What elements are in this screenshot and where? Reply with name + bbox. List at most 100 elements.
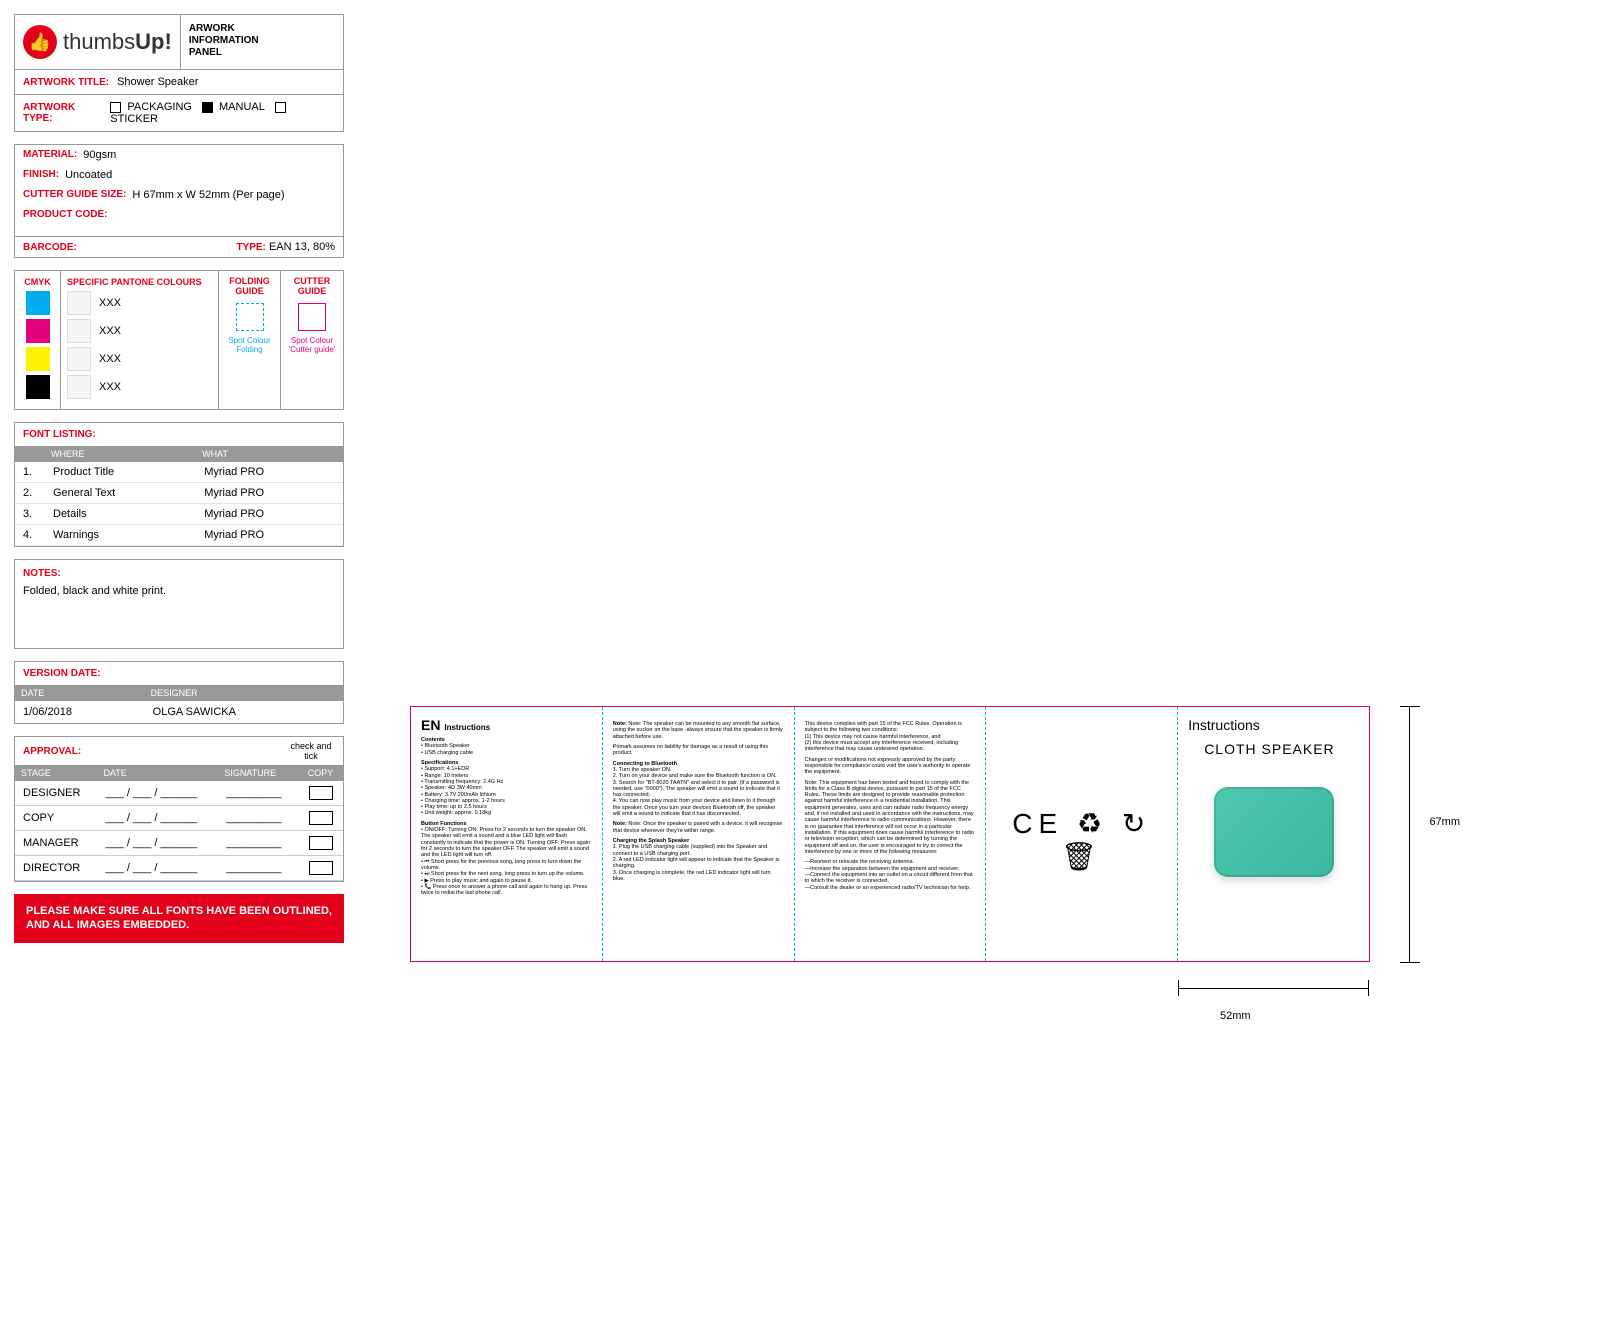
- cutter-guide-label: CUTTER GUIDE: [285, 277, 339, 297]
- table-row: 4.WarningsMyriad PRO: [15, 525, 343, 546]
- artwork-title: Shower Speaker: [117, 76, 198, 88]
- pantone-row: XXX: [67, 347, 212, 371]
- barcode-label: BARCODE:: [23, 242, 77, 253]
- finish-value: Uncoated: [65, 169, 112, 181]
- artwork-type-option[interactable]: MANUAL: [202, 101, 265, 113]
- material-panel: MATERIAL:90gsm FINISH:Uncoated CUTTER GU…: [14, 144, 344, 258]
- approval-panel: APPROVAL: check and tick STAGEDATESIGNAT…: [14, 736, 344, 882]
- approval-header: APPROVAL:: [23, 746, 81, 757]
- pantone-swatch: [67, 291, 91, 315]
- artwork-title-label: ARTWORK TITLE:: [23, 77, 109, 88]
- speaker-image: [1214, 787, 1334, 877]
- checkbox-icon[interactable]: [110, 102, 121, 113]
- notes-text: Folded, black and white print.: [23, 585, 335, 597]
- pair-note: Note: Once the speaker is paired with a …: [613, 821, 783, 833]
- charge-text: 1. Plug the USB charging cable (supplied…: [613, 844, 780, 882]
- mount-note: Note: The speaker can be mounted to any …: [613, 721, 783, 740]
- folding-guide-swatch: [236, 303, 264, 331]
- cmyk-swatch: [26, 291, 50, 315]
- table-row: MANAGER___ / ___ / _______________: [15, 831, 343, 856]
- approval-signature[interactable]: _________: [218, 806, 298, 831]
- approval-col-stage: STAGE: [15, 765, 97, 781]
- barcode-type-label: TYPE:: [236, 242, 265, 253]
- button-func-text: • ON/OFF: Turning ON: Press for 2 second…: [421, 827, 590, 896]
- table-row: 2.General TextMyriad PRO: [15, 483, 343, 504]
- pantone-code: XXX: [99, 381, 121, 393]
- approval-stage: COPY: [15, 806, 97, 831]
- approval-col-sig: SIGNATURE: [218, 765, 298, 781]
- cutter-guide-swatch: [298, 303, 326, 331]
- table-row: COPY___ / ___ / _______________: [15, 806, 343, 831]
- pantone-row: XXX: [67, 375, 212, 399]
- pantone-swatch: [67, 375, 91, 399]
- connect-text: 1. Turn the speaker ON. 2. Turn on your …: [613, 767, 780, 817]
- barcode-type-value: EAN 13, 80%: [269, 241, 335, 253]
- version-designer: OLGA SAWICKA: [145, 701, 343, 723]
- tick-checkbox[interactable]: [309, 786, 333, 800]
- font-listing-panel: FONT LISTING: WHEREWHAT 1.Product TitleM…: [14, 422, 344, 547]
- contents-text: • Bluetooth Speaker • USB charging cable: [421, 743, 473, 755]
- material-label: MATERIAL:: [23, 149, 77, 161]
- cover-product: CLOTH SPEAKER: [1204, 741, 1359, 757]
- dim-cap: [1368, 980, 1369, 996]
- artwork-type-option[interactable]: PACKAGING: [110, 101, 192, 113]
- version-panel: VERSION DATE: DATEDESIGNER 1/06/2018OLGA…: [14, 661, 344, 724]
- version-header: VERSION DATE:: [15, 662, 343, 685]
- pantone-label: SPECIFIC PANTONE COLOURS: [67, 277, 212, 287]
- page-3: This device complies with part 15 of the…: [795, 707, 987, 961]
- pantone-row: XXX: [67, 319, 212, 343]
- header-panel: 👍 thumbsUp! ARWORK INFORMATION PANEL: [14, 14, 344, 70]
- contents-header: Contents: [421, 737, 445, 743]
- approval-signature[interactable]: _________: [218, 781, 298, 806]
- tick-checkbox[interactable]: [309, 836, 333, 850]
- page-5: Instructions CLOTH SPEAKER: [1178, 707, 1369, 961]
- material-value: 90gsm: [83, 149, 116, 161]
- approval-date[interactable]: ___ / ___ / ______: [97, 806, 218, 831]
- dim-line-width: [1178, 988, 1368, 989]
- pantone-code: XXX: [99, 325, 121, 337]
- checkbox-icon[interactable]: [275, 102, 286, 113]
- approval-signature[interactable]: _________: [218, 856, 298, 881]
- approval-date[interactable]: ___ / ___ / ______: [97, 831, 218, 856]
- approval-date[interactable]: ___ / ___ / ______: [97, 781, 218, 806]
- approval-col-copy: COPY: [298, 765, 343, 781]
- version-col-date: DATE: [15, 685, 145, 701]
- version-date: 1/06/2018: [15, 701, 145, 723]
- version-col-designer: DESIGNER: [145, 685, 343, 701]
- cover-instructions: Instructions: [1188, 717, 1359, 733]
- table-row: 1.Product TitleMyriad PRO: [15, 462, 343, 483]
- charge-header: Charging the Splash Speaker: [613, 838, 689, 844]
- page-2: Note: Note: The speaker can be mounted t…: [603, 707, 795, 961]
- lang-code: EN: [421, 717, 440, 733]
- approval-col-date: DATE: [97, 765, 218, 781]
- folding-spot-label: Spot Colour Folding: [223, 337, 276, 355]
- checkbox-icon[interactable]: [202, 102, 213, 113]
- artwork-type-label: ARTWORK TYPE:: [23, 102, 102, 124]
- font-col-what: WHAT: [196, 446, 343, 462]
- dim-cap: [1400, 706, 1420, 707]
- check-tick-label: check and tick: [287, 741, 335, 761]
- dim-cap: [1178, 980, 1179, 996]
- font-listing-header: FONT LISTING:: [15, 423, 343, 446]
- approval-signature[interactable]: _________: [218, 831, 298, 856]
- approval-date[interactable]: ___ / ___ / ______: [97, 856, 218, 881]
- fcc-text-4: —Reorient or relocate the receiving ante…: [805, 859, 976, 891]
- approval-stage: DIRECTOR: [15, 856, 97, 881]
- finish-label: FINISH:: [23, 169, 59, 181]
- button-func-header: Button Functions: [421, 821, 467, 827]
- page-1: EN Instructions Contents• Bluetooth Spea…: [411, 707, 603, 961]
- fcc-text-3: Note: This equipment has been tested and…: [805, 780, 976, 856]
- liability-note: Primark assumes no liability for damage …: [613, 744, 784, 757]
- page-4: CE ♻ ↻ 🗑: [986, 707, 1178, 961]
- cutter-spot-label: Spot Colour 'Cutter guide': [285, 337, 339, 355]
- tick-checkbox[interactable]: [309, 861, 333, 875]
- pantone-code: XXX: [99, 297, 121, 309]
- tick-checkbox[interactable]: [309, 811, 333, 825]
- font-table: WHEREWHAT 1.Product TitleMyriad PRO2.Gen…: [15, 446, 343, 546]
- product-code-label: PRODUCT CODE:: [23, 209, 107, 220]
- approval-stage: DESIGNER: [15, 781, 97, 806]
- approval-stage: MANAGER: [15, 831, 97, 856]
- artwork-panel: ARTWORK TITLE: Shower Speaker ARTWORK TY…: [14, 69, 344, 132]
- cmyk-label: CMYK: [19, 277, 56, 287]
- dim-width-label: 52mm: [1220, 1010, 1251, 1022]
